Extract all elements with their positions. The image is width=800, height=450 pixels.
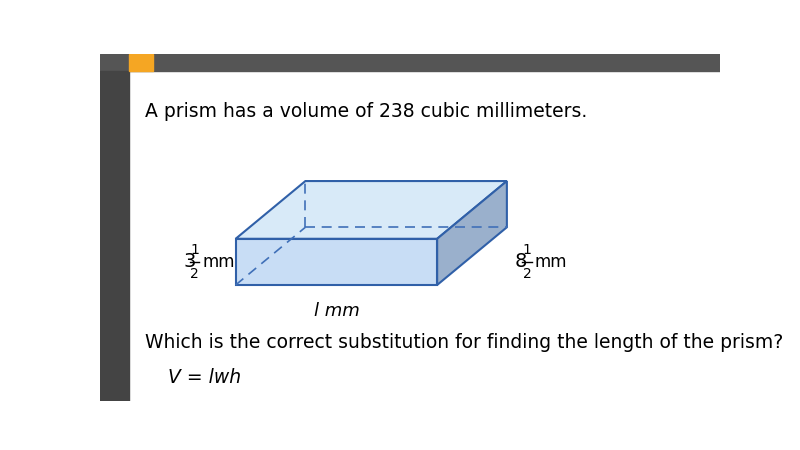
Text: A prism has a volume of 238 cubic millimeters.: A prism has a volume of 238 cubic millim… <box>145 102 587 121</box>
Polygon shape <box>236 181 507 239</box>
Polygon shape <box>437 181 507 285</box>
Text: 1: 1 <box>522 243 531 256</box>
Text: Which is the correct substitution for finding the length of the prism?: Which is the correct substitution for fi… <box>145 333 783 352</box>
Text: mm: mm <box>202 253 235 271</box>
Bar <box>129 54 154 71</box>
Text: V = lwh: V = lwh <box>168 368 242 387</box>
Bar <box>100 71 130 400</box>
Text: 3: 3 <box>184 252 196 271</box>
Text: mm: mm <box>534 253 567 271</box>
Text: 2: 2 <box>522 267 531 281</box>
Bar <box>100 54 720 71</box>
Polygon shape <box>236 239 437 285</box>
Text: 1: 1 <box>190 243 199 256</box>
Text: 8: 8 <box>514 252 527 271</box>
Text: 2: 2 <box>190 267 199 281</box>
Text: l mm: l mm <box>314 302 359 320</box>
